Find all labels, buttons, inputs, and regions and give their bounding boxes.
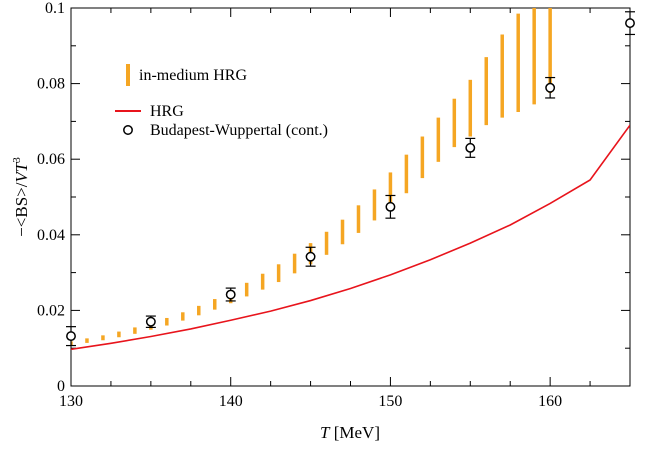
y-tick-label: 0.02 <box>37 302 65 319</box>
legend-label-hrg: HRG <box>150 103 184 120</box>
y-tick-label: 0 <box>57 378 65 395</box>
budapest-wuppertal-points <box>66 11 635 347</box>
x-tick-label: 160 <box>538 393 562 410</box>
axis-ticks <box>70 7 631 387</box>
marker <box>145 316 156 327</box>
y-tick-label: 0.04 <box>37 227 65 244</box>
x-tick-label: 130 <box>59 393 83 410</box>
marker <box>66 331 76 342</box>
legend-swatch-budapest-wuppertal <box>123 125 133 135</box>
x-axis-label: T [MeV] <box>320 423 380 442</box>
x-tick-label: 150 <box>378 393 402 410</box>
in-medium-hrg-band <box>71 8 552 346</box>
y-tick-label: 0.1 <box>45 0 65 17</box>
data-point <box>305 246 316 267</box>
marker <box>225 289 236 300</box>
data-point <box>66 326 76 347</box>
data-point <box>225 287 236 302</box>
marker <box>465 142 476 153</box>
y-tick-label: 0.06 <box>37 151 65 168</box>
data-point <box>545 76 556 99</box>
data-point <box>625 11 635 36</box>
legend: in-medium HRG HRG Budapest-Wuppertal (co… <box>115 64 328 139</box>
plot-frame <box>70 7 631 387</box>
marker <box>625 18 635 29</box>
data-point <box>465 137 476 158</box>
marker <box>545 82 556 93</box>
legend-label-in-medium-hrg: in-medium HRG <box>139 67 247 84</box>
x-tick-label: 140 <box>219 393 243 410</box>
data-point <box>385 194 396 219</box>
y-tick-label: 0.08 <box>37 76 65 93</box>
marker <box>385 201 396 212</box>
legend-label-budapest-wuppertal: Budapest-Wuppertal (cont.) <box>150 122 328 139</box>
axis-tick-labels: 130 140 150 160 0 0.02 0.04 0.06 0.08 0.1 <box>37 0 562 410</box>
data-point <box>145 315 156 329</box>
hrg-line <box>71 124 630 351</box>
marker <box>305 251 316 262</box>
hrg-line-layer <box>71 124 630 351</box>
y-axis-label: −<BS>/VT3 <box>11 157 31 237</box>
